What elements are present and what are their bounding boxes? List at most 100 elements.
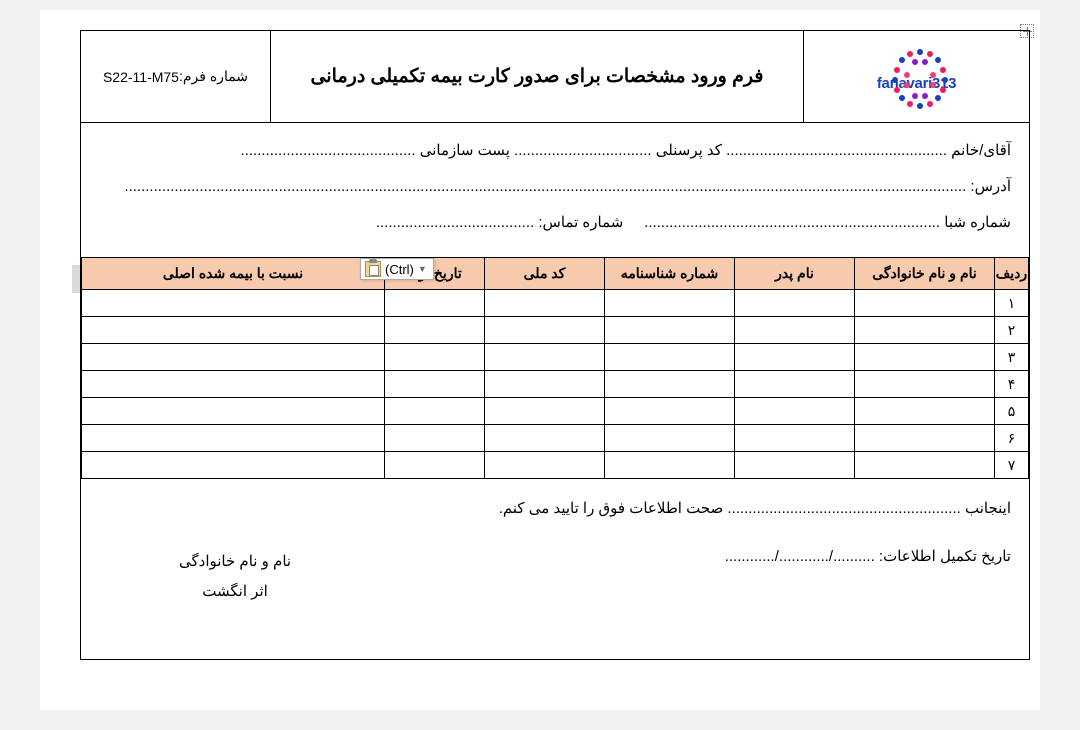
table-cell[interactable] <box>735 290 855 317</box>
chevron-down-icon: ▼ <box>418 264 427 274</box>
table-row[interactable]: ۷ <box>82 452 1029 479</box>
row-selection-marker <box>72 265 80 293</box>
col-header-shm: شماره شناسنامه <box>605 258 735 290</box>
row-number-cell: ۴ <box>995 371 1029 398</box>
dots: ........................................… <box>722 142 947 159</box>
table-cell[interactable] <box>485 452 605 479</box>
table-cell[interactable] <box>385 452 485 479</box>
form-number-label: شماره فرم: <box>179 68 248 85</box>
table-cell[interactable] <box>82 452 385 479</box>
table-cell[interactable] <box>82 317 385 344</box>
table-cell[interactable] <box>855 317 995 344</box>
col-header-row: ردیف <box>995 258 1029 290</box>
table-cell[interactable] <box>82 425 385 452</box>
table-header-row: ردیف نام و نام خانوادگی نام پدر شماره شن… <box>82 258 1029 290</box>
date-block: تاریخ تکمیل اطلاعات: ........../........… <box>725 547 1011 607</box>
col-header-father: نام پدر <box>735 258 855 290</box>
personnel-label: کد پرسنلی <box>656 142 722 159</box>
fields-section: آقای/خانم ..............................… <box>81 123 1029 257</box>
table-cell[interactable] <box>735 344 855 371</box>
row-number-cell: ۲ <box>995 317 1029 344</box>
table-row[interactable]: ۴ <box>82 371 1029 398</box>
table-cell[interactable] <box>605 371 735 398</box>
row-number-cell: ۳ <box>995 344 1029 371</box>
table-cell[interactable] <box>82 344 385 371</box>
table-cell[interactable] <box>82 398 385 425</box>
line-name: آقای/خانم ..............................… <box>99 141 1011 159</box>
table-row[interactable]: ۵ <box>82 398 1029 425</box>
table-cell[interactable] <box>855 398 995 425</box>
table-row[interactable]: ۶ <box>82 425 1029 452</box>
table-cell[interactable] <box>385 398 485 425</box>
footer-row: تاریخ تکمیل اطلاعات: ........../........… <box>99 547 1011 607</box>
table-cell[interactable] <box>485 290 605 317</box>
form-number-cell: شماره فرم:S22-11-M75 <box>81 31 271 122</box>
col-header-name: نام و نام خانوادگی <box>855 258 995 290</box>
row-number-cell: ۷ <box>995 452 1029 479</box>
table-cell[interactable] <box>605 452 735 479</box>
table-cell[interactable] <box>735 317 855 344</box>
table-cell[interactable] <box>82 371 385 398</box>
dots: ........................................… <box>124 178 966 195</box>
table-cell[interactable] <box>605 425 735 452</box>
table-cell[interactable] <box>855 344 995 371</box>
form-frame: شماره فرم:S22-11-M75 فرم ورود مشخصات برا… <box>80 30 1030 660</box>
form-number-value: S22-11-M75 <box>103 69 179 85</box>
row-number-cell: ۱ <box>995 290 1029 317</box>
col-header-rel: نسبت با بیمه شده اصلی <box>82 258 385 290</box>
paste-ctrl-label: (Ctrl) <box>385 262 414 277</box>
col-header-nid: کد ملی <box>485 258 605 290</box>
table-cell[interactable] <box>82 290 385 317</box>
phone-label: شماره تماس: <box>538 214 623 231</box>
table-cell[interactable] <box>605 290 735 317</box>
table-cell[interactable] <box>485 317 605 344</box>
table-cell[interactable] <box>855 452 995 479</box>
table-cell[interactable] <box>855 371 995 398</box>
line-address: آدرس: ..................................… <box>99 177 1011 195</box>
table-row[interactable]: ۳ <box>82 344 1029 371</box>
row-number-cell: ۵ <box>995 398 1029 425</box>
table-cell[interactable] <box>385 425 485 452</box>
table-cell[interactable] <box>735 398 855 425</box>
table-body: ۱۲۳۴۵۶۷ <box>82 290 1029 479</box>
dots: ........................................… <box>628 214 941 231</box>
address-label: آدرس: <box>970 178 1011 195</box>
sig-name-label: نام و نام خانوادگی <box>179 547 291 577</box>
table-cell[interactable] <box>605 317 735 344</box>
table-cell[interactable] <box>485 344 605 371</box>
table-cell[interactable] <box>385 290 485 317</box>
name-label: آقای/خانم <box>951 142 1011 159</box>
table-cell[interactable] <box>385 317 485 344</box>
dots: ................................. <box>510 142 652 159</box>
dots: ........................................… <box>241 142 416 159</box>
document-page: شماره فرم:S22-11-M75 فرم ورود مشخصات برا… <box>40 10 1040 710</box>
table-cell[interactable] <box>485 425 605 452</box>
table-cell[interactable] <box>485 371 605 398</box>
paste-options-tooltip[interactable]: (Ctrl) ▼ <box>360 258 434 280</box>
form-title: فرم ورود مشخصات برای صدور کارت بیمه تکمی… <box>271 31 804 122</box>
confirm-prefix: اینجانب <box>965 500 1011 517</box>
logo-text: fanavari313 <box>862 75 972 92</box>
table-row[interactable]: ۱ <box>82 290 1029 317</box>
logo-flower-icon: fanavari313 <box>862 47 972 107</box>
data-table: ردیف نام و نام خانوادگی نام پدر شماره شن… <box>81 257 1029 479</box>
dots: ...................................... <box>376 214 534 231</box>
table-cell[interactable] <box>605 344 735 371</box>
table-cell[interactable] <box>605 398 735 425</box>
table-cell[interactable] <box>855 425 995 452</box>
table-cell[interactable] <box>385 344 485 371</box>
dots: ........................................… <box>723 500 961 517</box>
table-cell[interactable] <box>855 290 995 317</box>
table-cell[interactable] <box>735 371 855 398</box>
confirm-suffix: صحت اطلاعات فوق را تایید می کنم. <box>499 500 724 517</box>
table-row[interactable]: ۲ <box>82 317 1029 344</box>
orgpost-label: پست سازمانی <box>420 142 510 159</box>
table-cell[interactable] <box>385 371 485 398</box>
signature-block: نام و نام خانوادگی اثر انگشت <box>179 547 291 607</box>
sig-finger-label: اثر انگشت <box>179 577 291 607</box>
logo-cell: fanavari313 <box>804 31 1029 122</box>
table-cell[interactable] <box>485 398 605 425</box>
table-cell[interactable] <box>735 425 855 452</box>
table-cell[interactable] <box>735 452 855 479</box>
confirmation-line: اینجانب ................................… <box>99 499 1011 517</box>
